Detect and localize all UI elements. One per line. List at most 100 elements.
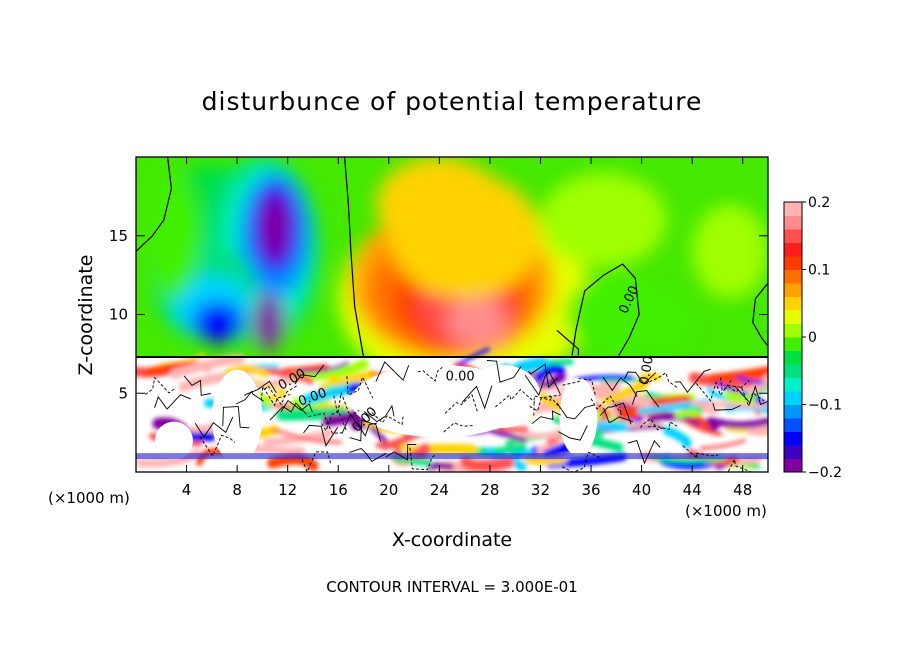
- colorbar-swatch: [784, 431, 802, 446]
- boundary-contour: [371, 412, 404, 426]
- boundary-contour: [623, 371, 657, 385]
- turbulence-streak: [535, 365, 566, 384]
- saturated-region: [559, 377, 598, 457]
- colorbar-swatch: [784, 404, 802, 419]
- colorbar-swatch: [784, 215, 802, 230]
- boundary-contour: [236, 390, 264, 405]
- x-tick-label: 32: [531, 481, 550, 499]
- turbulence-streak: [523, 456, 567, 466]
- boundary-contour: [301, 451, 332, 472]
- zero-contour: [344, 157, 365, 358]
- field-region-5: [259, 193, 291, 263]
- turbulence-streak: [493, 443, 527, 454]
- colorbar-swatch: [784, 269, 802, 284]
- chart-title: disturbunce of potential temperature: [202, 87, 703, 116]
- boundary-contour: [341, 413, 378, 437]
- boundary-contour: [409, 447, 436, 471]
- colorbar-tick-label: 0: [808, 330, 817, 346]
- boundary-contour: [528, 363, 558, 389]
- turbulence-streak: [707, 416, 768, 429]
- colorbar-swatch: [784, 350, 802, 365]
- boundary-contour: [183, 375, 211, 396]
- boundary-contour: [280, 399, 313, 413]
- turbulence-streak: [708, 366, 768, 383]
- boundary-contour: [674, 368, 711, 394]
- turbulence-streak: [690, 400, 768, 409]
- boundary-contour: [154, 394, 191, 410]
- turbulence-streak: [250, 378, 288, 394]
- colorbar-swatch: [784, 364, 802, 378]
- colorbar-swatch: [784, 377, 802, 392]
- x-tick-label: 16: [329, 481, 348, 499]
- upper-field: [148, 157, 768, 394]
- zero-contour: [752, 282, 768, 347]
- x-tick-label: 20: [379, 481, 398, 499]
- x-tick-label: 44: [683, 481, 702, 499]
- boundary-contour: [363, 404, 395, 423]
- y-tick-label: 5: [118, 384, 128, 402]
- boundary-contour: [443, 422, 474, 433]
- boundary-contour: [695, 379, 732, 402]
- field-region-16: [446, 297, 508, 348]
- boundary-contour: [294, 364, 324, 385]
- boundary-contour: [461, 385, 493, 410]
- boundary-contour: [269, 402, 307, 421]
- colorbar-swatch: [784, 323, 802, 338]
- x-axis-label: X-coordinate: [392, 529, 512, 551]
- x-axis: 4 8 12 16 20 24 28 32 36 40 44 48: [182, 157, 752, 499]
- x-tick-label: 40: [632, 481, 651, 499]
- contour-lines: [136, 157, 768, 472]
- contour-interval-note: CONTOUR INTERVAL = 3.000E-01: [326, 578, 577, 596]
- turbulence-streak: [169, 354, 245, 379]
- turbulence-streak: [594, 421, 628, 432]
- saturated-region: [211, 369, 263, 465]
- x-unit-label-right: (×1000 m): [685, 502, 767, 520]
- zero-contour: [571, 263, 640, 356]
- turbulence-streak: [393, 455, 432, 466]
- colorbar-swatch: [784, 310, 802, 324]
- boundary-contour: [590, 395, 623, 416]
- colorbar-swatch: [784, 229, 802, 243]
- boundary-contour: [640, 418, 666, 431]
- colorbar-swatch: [784, 391, 802, 405]
- y-axis-label: Z-coordinate: [75, 255, 97, 376]
- boundary-contour: [486, 360, 522, 383]
- plot-area: 0.000.000.000.000.000.00: [136, 157, 768, 472]
- y-tick-label: 15: [109, 227, 128, 245]
- boundary-contour: [444, 393, 479, 414]
- y-axis: 5 10 15: [109, 227, 768, 402]
- turbulence-streak: [684, 419, 723, 437]
- lower-field: [136, 347, 768, 472]
- x-tick-label: 4: [182, 481, 192, 499]
- boundary-contour: [599, 402, 632, 425]
- boundary-contour: [631, 390, 660, 408]
- y-tick-label: 10: [109, 306, 128, 324]
- turbulence-streak: [370, 426, 390, 446]
- boundary-contour: [222, 406, 250, 429]
- boundary-contour: [333, 390, 360, 418]
- boundary-contour: [562, 378, 596, 396]
- boundary-contour: [349, 447, 387, 462]
- turbulence-streak: [736, 375, 764, 385]
- colorbar-swatch: [784, 256, 802, 270]
- colorbar-tick-label: 0.1: [808, 263, 830, 279]
- turbulence-streak: [267, 454, 319, 472]
- surface-band: [136, 453, 768, 460]
- contour-label: 0.00: [446, 370, 475, 385]
- boundary-contour: [244, 380, 277, 396]
- field-region-9: [253, 294, 284, 351]
- boundary-contour: [194, 416, 234, 438]
- boundary-contour: [644, 372, 679, 389]
- x-tick-label: 36: [581, 481, 600, 499]
- boundary-contour: [647, 421, 679, 430]
- field-region-8: [192, 301, 244, 343]
- colorbar: 0.2 0.1 0 −0.1 −0.2: [783, 195, 842, 481]
- turbulence-streak: [733, 456, 762, 467]
- boundary-contour: [556, 402, 595, 420]
- x-tick-label: 24: [430, 481, 449, 499]
- saturated-region: [464, 364, 541, 428]
- colorbar-tick-label: −0.2: [808, 465, 842, 481]
- x-unit-label-left: (×1000 m): [48, 489, 130, 507]
- turbulence-streak: [296, 361, 350, 373]
